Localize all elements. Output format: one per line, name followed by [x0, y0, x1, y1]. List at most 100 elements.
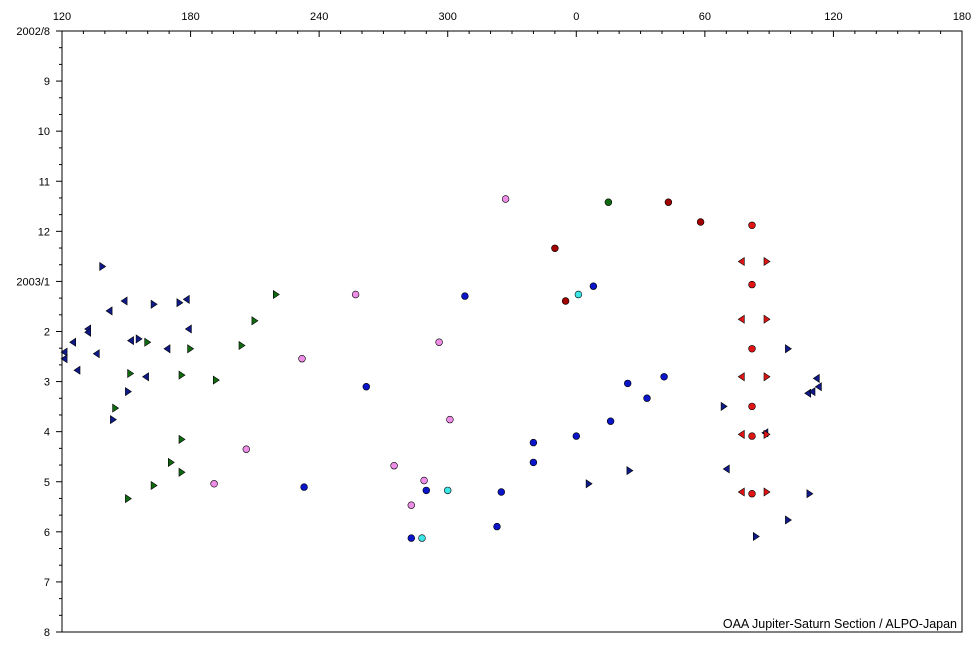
data-point: [168, 457, 175, 467]
x-axis-tick-labels: 120 180 240 300 0 60 120 180: [53, 11, 971, 23]
data-point: [737, 429, 745, 439]
data-point: [120, 296, 128, 306]
data-point: [748, 490, 756, 498]
data-point: [814, 382, 822, 392]
y-axis-tick-labels: 2002/8 9 10 11 12 2003/1 2 3 4 5 6 7 8: [16, 26, 50, 639]
data-point: [444, 486, 452, 495]
data-point: [551, 244, 559, 253]
y-tick-label: 5: [44, 477, 50, 489]
data-point: [178, 467, 186, 477]
data-point: [142, 372, 149, 382]
data-point: [178, 370, 186, 380]
data-point: [144, 337, 152, 347]
plot-frame: [61, 30, 963, 633]
data-point: [84, 327, 91, 337]
data-point: [390, 462, 398, 470]
y-tick-label: 2003/1: [16, 276, 50, 288]
data-point: [105, 306, 113, 316]
data-point: [150, 480, 158, 491]
data-point: [604, 198, 613, 206]
x-tick-label: 180: [181, 11, 199, 23]
x-tick-label: 240: [310, 11, 328, 23]
data-point: [722, 464, 730, 474]
data-point: [73, 365, 81, 375]
data-point: [572, 432, 580, 440]
data-point: [187, 344, 195, 354]
x-tick-label: 0: [573, 11, 579, 23]
data-point: [163, 344, 171, 354]
data-point: [529, 438, 538, 447]
data-point: [300, 483, 308, 491]
data-point: [435, 338, 443, 346]
data-point: [737, 314, 745, 324]
data-point: [748, 345, 756, 353]
data-point: [60, 354, 68, 364]
data-point: [182, 294, 190, 304]
data-point: [242, 445, 251, 453]
data-point: [127, 336, 134, 346]
data-point: [407, 534, 415, 542]
data-point: [808, 387, 816, 397]
data-point: [748, 221, 756, 230]
data-point: [785, 344, 792, 354]
data-point: [626, 466, 634, 476]
data-point: [351, 290, 360, 299]
data-point: [763, 256, 771, 267]
y-tick-label: 12: [38, 226, 50, 238]
data-point: [763, 314, 771, 324]
data-point: [213, 375, 220, 385]
y-tick-label: 6: [44, 527, 50, 539]
data-point: [176, 298, 184, 308]
y-tick-label: 9: [44, 76, 50, 88]
x-tick-label: 180: [953, 11, 971, 23]
data-point: [763, 372, 771, 382]
data-point: [99, 261, 107, 272]
data-point: [461, 292, 469, 300]
data-point: [748, 432, 756, 440]
data-point: [606, 417, 615, 425]
data-point: [585, 479, 593, 489]
y-tick-label: 2002/8: [16, 26, 50, 38]
y-tick-label: 7: [44, 577, 50, 589]
data-point: [501, 195, 510, 203]
data-point: [210, 480, 218, 488]
y-tick-label: 2: [44, 327, 50, 339]
data-point: [806, 489, 814, 499]
data-point: [273, 289, 280, 300]
x-tick-label: 120: [53, 11, 71, 23]
data-point: [178, 434, 186, 444]
plot-background: [62, 31, 962, 632]
data-point: [737, 372, 745, 382]
y-tick-label: 11: [39, 176, 50, 188]
data-point: [529, 458, 538, 467]
data-point: [92, 349, 100, 359]
data-point: [493, 522, 501, 531]
data-point: [446, 415, 454, 424]
data-point: [135, 334, 143, 344]
data-point: [623, 379, 632, 388]
data-point: [748, 402, 756, 411]
data-point: [422, 486, 430, 495]
data-point: [362, 383, 370, 391]
data-point: [664, 198, 673, 206]
data-point: [407, 501, 415, 509]
data-point: [589, 282, 598, 290]
data-point: [418, 534, 426, 542]
data-point: [251, 316, 259, 326]
data-point: [720, 401, 728, 411]
data-point: [737, 256, 745, 267]
data-point: [696, 218, 705, 226]
data-point: [110, 415, 117, 425]
data-point: [150, 299, 158, 309]
data-point: [420, 476, 428, 485]
data-point: [298, 355, 306, 363]
data-point: [785, 515, 792, 525]
data-point: [748, 280, 756, 289]
x-tick-label: 300: [439, 11, 457, 23]
y-tick-label: 8: [44, 627, 50, 639]
data-points: [60, 195, 822, 542]
data-point: [497, 488, 505, 496]
y-tick-label: 10: [38, 126, 50, 138]
data-point: [127, 368, 135, 379]
